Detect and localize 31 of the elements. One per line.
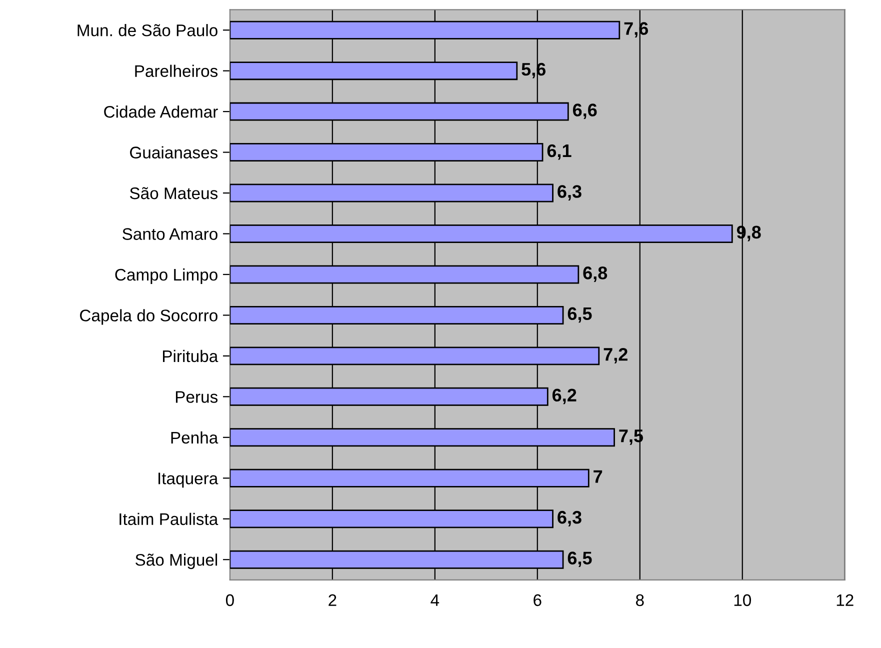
y-tick-label: Itaim Paulista (120, 512, 218, 526)
data-label: 6,5 (568, 552, 592, 568)
y-tick-label: Pirituba (162, 350, 218, 362)
y-tick-label: Parelheiros (135, 64, 218, 78)
x-tick-label: 8 (636, 594, 644, 606)
x-tick-label: 0 (226, 594, 234, 606)
x-tick-label: 10 (734, 594, 752, 606)
data-label: 6,2 (552, 388, 576, 404)
data-label: 7 (594, 470, 602, 483)
y-tick-label: São Mateus (130, 187, 218, 200)
y-tick-label: São Miguel (136, 554, 218, 570)
y-tick-label: Itaquera (158, 472, 218, 488)
data-label: 6,6 (572, 104, 597, 120)
data-label: 6,3 (558, 510, 582, 526)
y-tick-label: Penha (171, 431, 218, 444)
data-label: 6,1 (547, 144, 572, 160)
data-label: 6,5 (568, 307, 592, 323)
y-tick-label: Campo Limpo (115, 268, 218, 284)
y-tick-label: Guaianases (130, 146, 218, 158)
x-tick-label: 2 (328, 594, 336, 606)
x-tick-label: 12 (836, 594, 854, 606)
x-tick-label: 4 (430, 594, 440, 606)
x-tick-label: 6 (534, 594, 542, 606)
y-tick-label: Perus (176, 391, 218, 403)
y-tick-label: Cidade Ademar (104, 106, 218, 118)
data-label: 6,3 (558, 185, 582, 200)
y-tick-label: Santo Amaro (122, 228, 218, 240)
data-label: 6,8 (583, 266, 608, 282)
y-tick-label: Mun. de São Paulo (78, 24, 218, 36)
y-tick-label: Capela do Socorro (80, 309, 218, 325)
data-label: 7,2 (604, 348, 628, 364)
